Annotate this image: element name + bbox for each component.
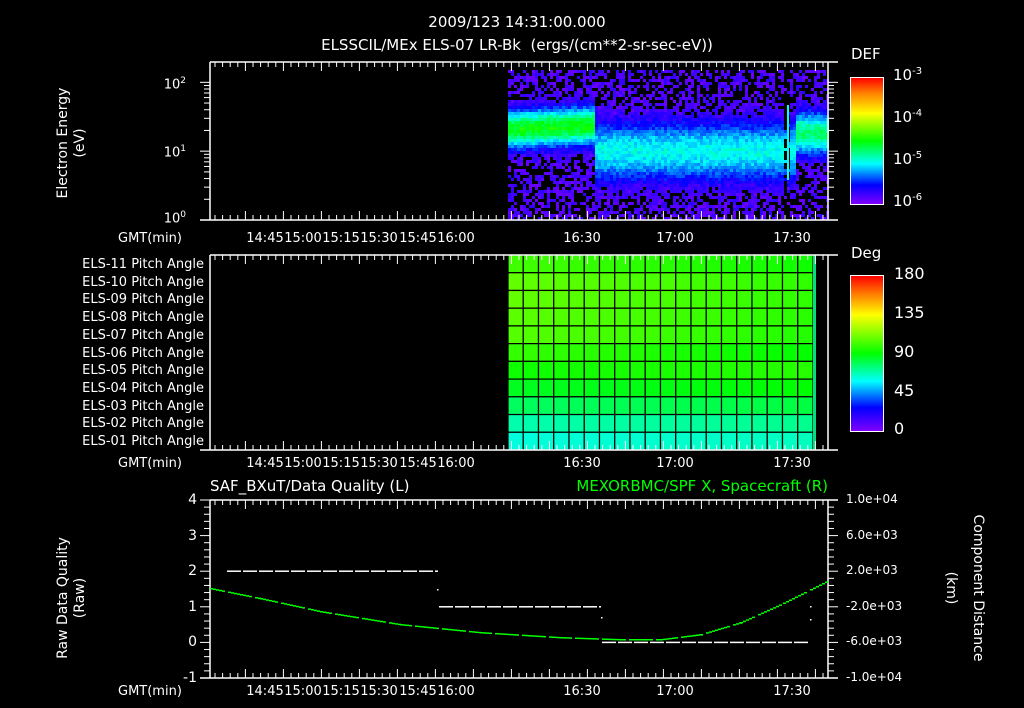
ytick-label-right: -6.0e+03: [846, 634, 903, 649]
timeseries-title-left: SAF_BXuT/Data Quality (L): [210, 477, 410, 495]
time-tick-label: 15:15: [322, 456, 360, 471]
pitch-row-label: ELS-10 Pitch Angle: [82, 274, 204, 290]
colorbar-tick: 90: [894, 342, 915, 361]
time-tick-label: 17:00: [656, 231, 694, 246]
ytick-label-left: 1: [188, 598, 197, 615]
colorbar-label-deg: Deg: [851, 244, 882, 262]
time-tick-label: 16:30: [563, 456, 601, 471]
ytick-label-left: 2: [188, 563, 197, 580]
ytick-label-right: -1.0e+04: [846, 670, 903, 684]
xaxis-label: GMT(min): [118, 684, 182, 699]
ytick-label-right: 1.0e+04: [846, 492, 898, 506]
ytick-label: 101: [163, 144, 186, 161]
colorbar-tick: 0: [894, 419, 905, 438]
colorbar-tick: 10-6: [893, 192, 923, 210]
time-tick-label: 17:00: [656, 456, 694, 471]
colorbar-deg: [850, 275, 884, 432]
pitch-row-label: ELS-11 Pitch Angle: [82, 257, 204, 272]
ytick-label: 100: [163, 210, 186, 227]
timeseries-ylabel-left-units: (Raw): [72, 577, 88, 619]
time-tick-label: 15:15: [322, 231, 360, 246]
colorbar-def: [850, 77, 884, 205]
time-tick-label: 15:00: [284, 456, 322, 471]
ytick-label-left: 3: [188, 527, 197, 544]
pitch-row-label: ELS-09 Pitch Angle: [82, 292, 204, 308]
ytick-label-right: 6.0e+03: [846, 527, 898, 542]
time-tick-label: 16:00: [437, 456, 475, 471]
xaxis-label: GMT(min): [118, 231, 182, 246]
colorbar-tick: 10-4: [893, 108, 923, 126]
pitch-row-label: ELS-07 Pitch Angle: [82, 327, 204, 343]
time-tick-label: 16:00: [437, 231, 475, 246]
colorbar-tick: 180: [894, 264, 925, 283]
colorbar-tick: 10-3: [893, 66, 923, 84]
time-tick-label: 14:45: [246, 231, 284, 246]
time-tick-label: 17:30: [773, 456, 811, 471]
pitch-row-label: ELS-01 Pitch Angle: [82, 434, 204, 449]
ytick-label-right: -2.0e+03: [846, 598, 903, 613]
pitch-row-label: ELS-05 Pitch Angle: [82, 363, 204, 379]
time-tick-label: 15:45: [399, 456, 437, 471]
xaxis-label: GMT(min): [118, 456, 182, 471]
ytick-label-left: -1: [183, 670, 197, 686]
time-tick-label: 15:15: [322, 684, 360, 699]
time-tick-label: 14:45: [246, 684, 284, 699]
pitch-row-label: ELS-06 Pitch Angle: [82, 345, 204, 361]
time-tick-label: 15:00: [284, 684, 322, 699]
time-tick-label: 15:30: [360, 684, 398, 699]
pitch-row-label: ELS-02 Pitch Angle: [82, 416, 204, 432]
ytick-label: 102: [163, 76, 186, 93]
ytick-label-right: 2.0e+03: [846, 563, 898, 578]
pitch-row-label: ELS-03 Pitch Angle: [82, 398, 204, 414]
time-tick-label: 16:00: [437, 684, 475, 699]
chart-title: ELSSCIL/MEx ELS-07 LR-Bk (ergs/(cm**2-sr…: [321, 36, 713, 54]
colorbar-tick: 45: [894, 381, 915, 400]
timeseries-ylabel-right: Component Distance: [970, 514, 986, 662]
time-tick-label: 15:30: [360, 231, 398, 246]
time-tick-label: 17:30: [773, 231, 811, 246]
pitch-row-label: ELS-08 Pitch Angle: [82, 310, 204, 326]
timeseries-title-right: MEXORBMC/SPF X, Spacecraft (R): [576, 477, 828, 495]
colorbar-tick: 10-5: [893, 150, 923, 168]
ytick-label-left: 4: [188, 492, 197, 508]
time-tick-label: 15:30: [360, 456, 398, 471]
colorbar-label-def: DEF: [851, 45, 881, 63]
time-tick-label: 16:30: [563, 231, 601, 246]
time-tick-label: 15:45: [399, 231, 437, 246]
time-tick-label: 15:45: [399, 684, 437, 699]
ytick-label-left: 0: [188, 634, 197, 651]
time-tick-label: 15:00: [284, 231, 322, 246]
timeseries-ylabel-right-units: (km): [943, 571, 959, 605]
time-tick-label: 16:30: [563, 684, 601, 699]
time-tick-label: 14:45: [246, 456, 284, 471]
time-tick-label: 17:30: [773, 684, 811, 699]
chart-datetime: 2009/123 14:31:00.000: [428, 13, 606, 31]
time-tick-label: 17:00: [656, 684, 694, 699]
colorbar-tick: 135: [894, 303, 925, 322]
pitch-row-label: ELS-04 Pitch Angle: [82, 380, 204, 396]
timeseries-ylabel-left: Raw Data Quality: [55, 537, 71, 659]
